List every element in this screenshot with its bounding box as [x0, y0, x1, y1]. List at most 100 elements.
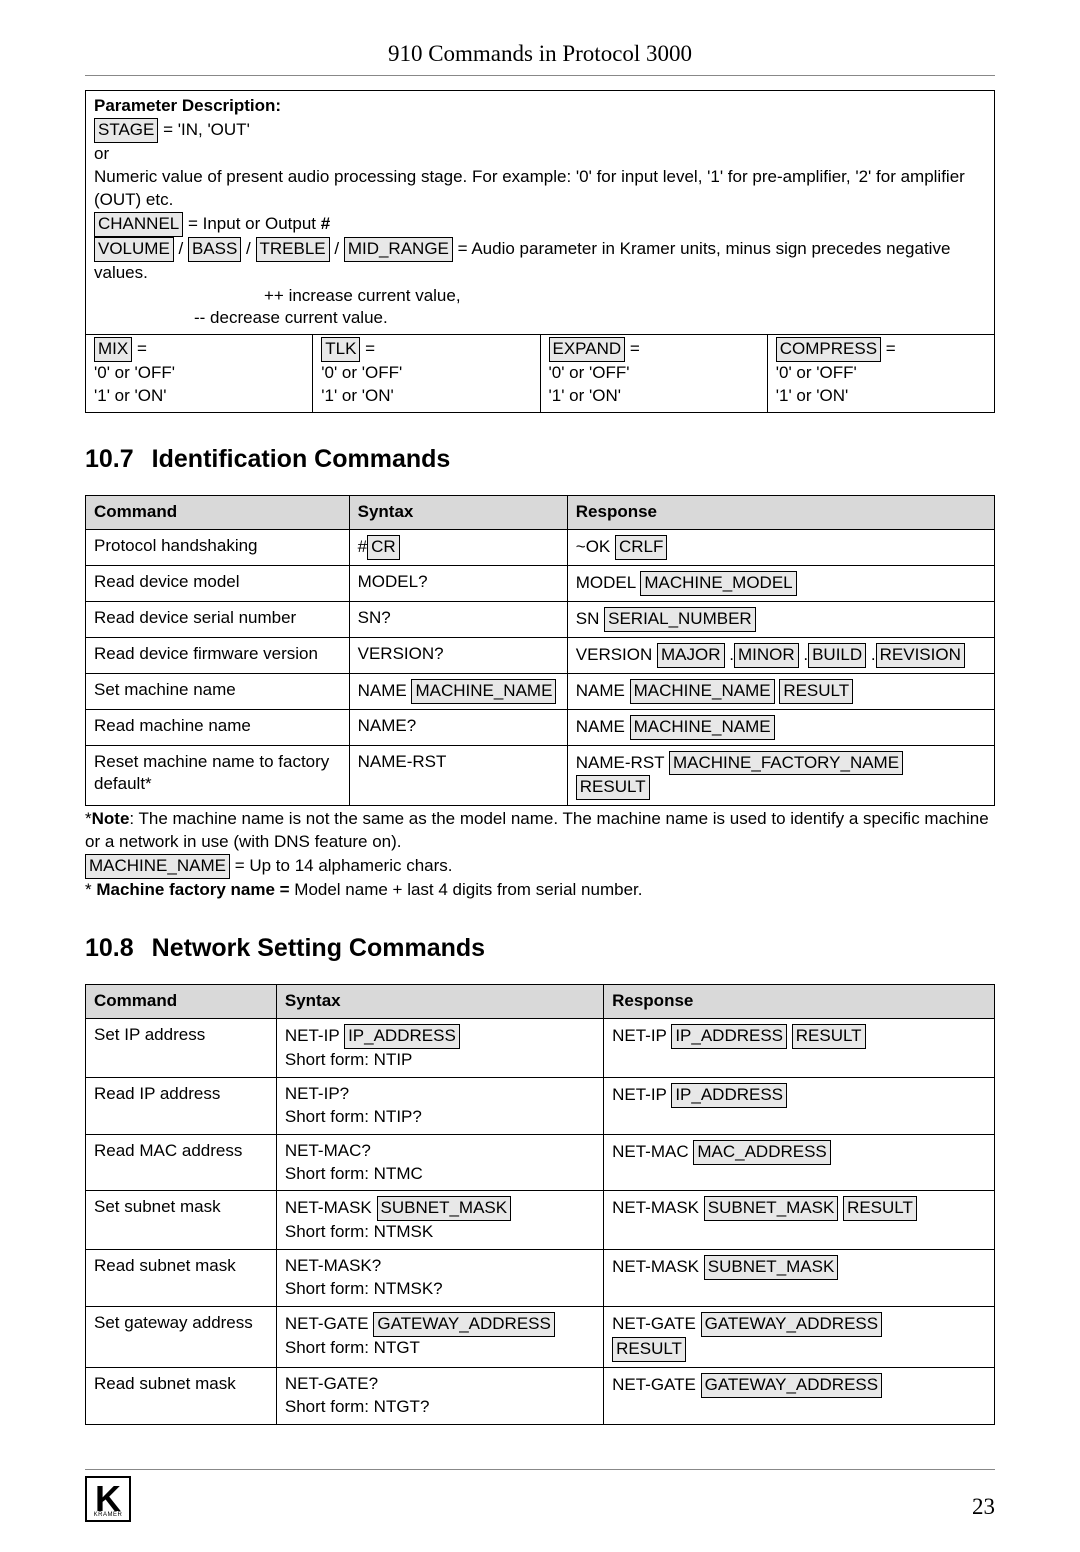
section-num-2: 10.8 [85, 932, 134, 966]
param-cell: COMPRESS ='0' or 'OFF''1' or 'ON' [767, 335, 994, 412]
param-box-token: BUILD [808, 643, 866, 668]
param-box-token: SUBNET_MASK [704, 1196, 839, 1221]
response-cell: NET-MASK SUBNET_MASK RESULT [604, 1191, 995, 1250]
param-box-token: RESULT [843, 1196, 917, 1221]
cmd-cell: Read device model [86, 565, 350, 601]
response-cell: SN SERIAL_NUMBER [567, 601, 994, 637]
machine-name-rest: = Up to 14 alphameric chars. [230, 856, 453, 875]
midrange-key: MID_RANGE [344, 237, 453, 262]
section-title: Identification Commands [152, 445, 451, 473]
param-cell-key: COMPRESS [776, 337, 881, 362]
page-header: 910 Commands in Protocol 3000 [85, 38, 995, 76]
table-row: Read device modelMODEL?MODEL MACHINE_MOD… [86, 565, 995, 601]
cmd-cell: Set gateway address [86, 1307, 277, 1368]
numeric-desc: Numeric value of present audio processin… [94, 166, 986, 212]
param-box-token: MAJOR [657, 643, 725, 668]
param-box-token: GATEWAY_ADDRESS [701, 1373, 883, 1398]
kramer-logo: K KRAMER [85, 1476, 131, 1522]
table-row: Reset machine name to factory default*NA… [86, 745, 995, 806]
response-cell: NET-MAC MAC_ADDRESS [604, 1134, 995, 1191]
param-box-token: GATEWAY_ADDRESS [701, 1312, 883, 1337]
param-box-token: MACHINE_MODEL [640, 571, 796, 596]
page-footer: K KRAMER 23 [85, 1469, 995, 1522]
param-box-token: SUBNET_MASK [377, 1196, 512, 1221]
factory-bold: Machine factory name = [96, 880, 294, 899]
param-box-token: MACHINE_NAME [411, 679, 556, 704]
syntax-cell: NET-GATE GATEWAY_ADDRESSShort form: NTGT [276, 1307, 603, 1368]
network-commands-table: Command Syntax Response Set IP address NE… [85, 984, 995, 1425]
syntax-cell: NET-MASK?Short form: NTMSK? [276, 1250, 603, 1307]
inc-line: ++ increase current value, [264, 285, 986, 308]
cmd-cell: Read subnet mask [86, 1368, 277, 1425]
parameter-description-content: Parameter Description: STAGE = 'IN, 'OUT… [86, 91, 994, 335]
param-box-token: GATEWAY_ADDRESS [373, 1312, 555, 1337]
response-cell: NAME-RST MACHINE_FACTORY_NAMERESULT [567, 745, 994, 806]
stage-val: = 'IN, 'OUT' [158, 120, 249, 139]
syntax-cell: NET-GATE?Short form: NTGT? [276, 1368, 603, 1425]
syntax-cell: SN? [349, 601, 567, 637]
table-row: Set gateway addressNET-GATE GATEWAY_ADDR… [86, 1307, 995, 1368]
response-cell: NET-IP IP_ADDRESS [604, 1077, 995, 1134]
param-box-token: CR [367, 535, 400, 560]
param-box-token: MAC_ADDRESS [693, 1140, 830, 1165]
id-th-command: Command [86, 495, 350, 529]
syntax-cell: #CR [349, 529, 567, 565]
section-num: 10.7 [85, 443, 134, 477]
cmd-cell: Set subnet mask [86, 1191, 277, 1250]
param-grid: MIX ='0' or 'OFF''1' or 'ON'TLK ='0' or … [86, 335, 994, 412]
note-rest: : The machine name is not the same as th… [85, 809, 989, 851]
treble-key: TREBLE [256, 237, 330, 262]
note-star: * [85, 809, 92, 828]
response-cell: VERSION MAJOR .MINOR .BUILD .REVISION [567, 637, 994, 673]
section-10-8-title: 10.8 Network Setting Commands [85, 932, 995, 966]
table-row: Read subnet maskNET-GATE?Short form: NTG… [86, 1368, 995, 1425]
bass-key: BASS [188, 237, 241, 262]
param-cell-key: MIX [94, 337, 132, 362]
param-cell: TLK ='0' or 'OFF''1' or 'ON' [312, 335, 539, 412]
cmd-cell: Protocol handshaking [86, 529, 350, 565]
param-box-token: IP_ADDRESS [671, 1083, 787, 1108]
param-box-token: RESULT [576, 775, 650, 800]
param-box-token: RESULT [612, 1337, 686, 1362]
table-row: Read device serial numberSN?SN SERIAL_NU… [86, 601, 995, 637]
cmd-cell: Set machine name [86, 673, 350, 709]
cmd-cell: Read device serial number [86, 601, 350, 637]
net-th-response: Response [604, 984, 995, 1018]
net-th-command: Command [86, 984, 277, 1018]
or-line: or [94, 143, 986, 166]
param-box-token: MACHINE_NAME [630, 715, 775, 740]
param-cell: MIX ='0' or 'OFF''1' or 'ON' [86, 335, 312, 412]
cmd-cell: Set IP address [86, 1018, 277, 1077]
cmd-cell: Reset machine name to factory default* [86, 745, 350, 806]
response-cell: NET-IP IP_ADDRESS RESULT [604, 1018, 995, 1077]
section-title-2: Network Setting Commands [152, 934, 485, 962]
response-cell: MODEL MACHINE_MODEL [567, 565, 994, 601]
machine-name-box: MACHINE_NAME [85, 854, 230, 879]
cmd-cell: Read MAC address [86, 1134, 277, 1191]
cmd-cell: Read machine name [86, 709, 350, 745]
factory-rest: Model name + last 4 digits from serial n… [294, 880, 642, 899]
id-th-response: Response [567, 495, 994, 529]
logo-subtext: KRAMER [94, 1511, 123, 1519]
stage-line: STAGE = 'IN, 'OUT' [94, 118, 986, 143]
syntax-cell: VERSION? [349, 637, 567, 673]
param-box-token: CRLF [615, 535, 667, 560]
channel-val: = Input or Output [183, 214, 321, 233]
param-box-token: MACHINE_NAME [630, 679, 775, 704]
channel-hash: # [321, 214, 330, 233]
channel-line: CHANNEL = Input or Output # [94, 212, 986, 237]
page-number: 23 [972, 1491, 995, 1522]
table-row: Set machine nameNAME MACHINE_NAMENAME MA… [86, 673, 995, 709]
section-10-7-title: 10.7 Identification Commands [85, 443, 995, 477]
id-th-syntax: Syntax [349, 495, 567, 529]
net-th-syntax: Syntax [276, 984, 603, 1018]
syntax-cell: NAME? [349, 709, 567, 745]
syntax-cell: NET-MAC?Short form: NTMC [276, 1134, 603, 1191]
response-cell: NAME MACHINE_NAME [567, 709, 994, 745]
param-box-token: MACHINE_FACTORY_NAME [669, 751, 903, 776]
cmd-cell: Read IP address [86, 1077, 277, 1134]
cmd-cell: Read subnet mask [86, 1250, 277, 1307]
id-note: *Note: The machine name is not the same … [85, 808, 995, 902]
identification-commands-table: Command Syntax Response Protocol handsha… [85, 495, 995, 806]
param-box-token: RESULT [792, 1024, 866, 1049]
